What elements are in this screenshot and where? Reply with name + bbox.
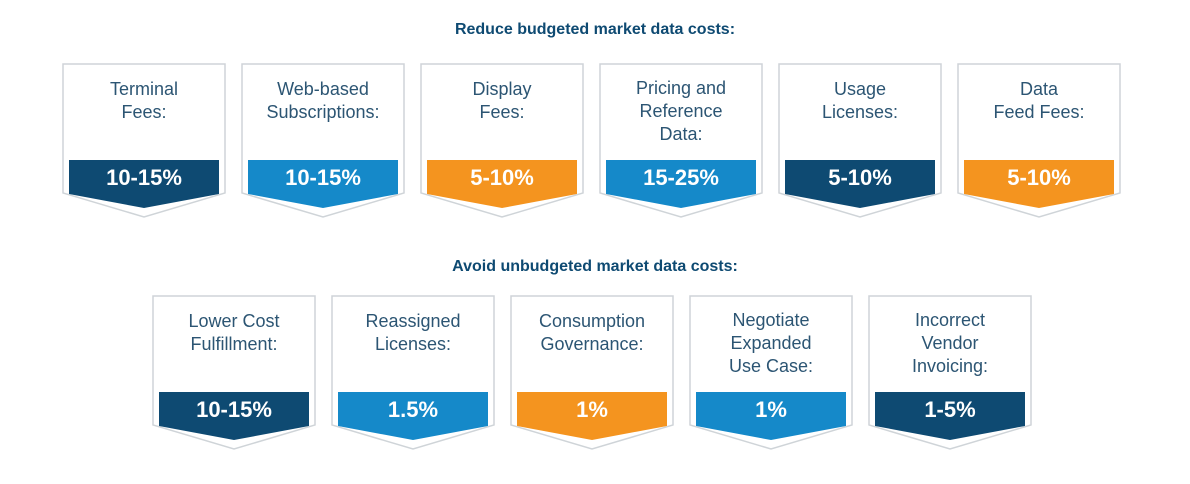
- cost-category-label: Data Feed Fees:: [957, 78, 1121, 124]
- savings-percent-value: 1%: [755, 397, 787, 422]
- label-line: Fees:: [479, 102, 525, 122]
- card-shape: [331, 295, 495, 450]
- cost-card: Negotiate Expanded Use Case: 1%: [689, 295, 853, 451]
- card-shape: [778, 63, 942, 218]
- label-line: Incorrect: [914, 310, 986, 330]
- label-line: Data: [1019, 79, 1059, 99]
- heading-reduce-budgeted: Reduce budgeted market data costs:: [454, 21, 736, 38]
- label-line: Lower Cost: [188, 311, 280, 331]
- label-line: Reference: [639, 101, 723, 121]
- savings-percent-value: 5-10%: [1007, 165, 1071, 190]
- savings-percent-value: 1-5%: [924, 397, 976, 422]
- card-shape: [241, 63, 405, 218]
- label-line: Fulfillment:: [190, 334, 278, 354]
- value-arrow-band: [785, 160, 935, 208]
- cost-card: Consumption Governance: 1%: [510, 295, 674, 451]
- label-line: Reassigned: [365, 311, 461, 331]
- value-arrow-band: [427, 160, 577, 208]
- savings-percent-value: 5-10%: [470, 165, 534, 190]
- label-line: Governance:: [540, 334, 644, 354]
- card-shape: [599, 63, 763, 218]
- card-shape: [152, 295, 316, 450]
- label-line: Expanded: [730, 333, 812, 353]
- card-shape: [510, 295, 674, 450]
- value-arrow-band: [696, 392, 846, 440]
- heading-avoid-unbudgeted: Avoid unbudgeted market data costs:: [452, 258, 738, 275]
- card-shape: [957, 63, 1121, 218]
- label-line: Use Case:: [728, 356, 814, 376]
- cost-category-label: Lower Cost Fulfillment:: [152, 310, 316, 356]
- label-line: Data:: [659, 124, 703, 144]
- cost-card: Pricing and Reference Data: 15-25%: [599, 63, 763, 219]
- label-line: Web-based: [277, 79, 369, 99]
- cost-card: Terminal Fees: 10-15%: [62, 63, 226, 219]
- cost-category-label: Consumption Governance:: [510, 310, 674, 356]
- savings-percent-value: 10-15%: [106, 165, 182, 190]
- label-line: Display: [472, 79, 532, 99]
- value-arrow-band: [248, 160, 398, 208]
- card-shape: [62, 63, 226, 218]
- label-line: Terminal: [109, 79, 179, 99]
- cost-category-label: Web-based Subscriptions:: [241, 78, 405, 124]
- value-arrow-band: [517, 392, 667, 440]
- label-line: Negotiate: [732, 310, 810, 330]
- value-arrow-band: [338, 392, 488, 440]
- label-line: Feed Fees:: [993, 102, 1085, 122]
- cost-card: Reassigned Licenses: 1.5%: [331, 295, 495, 451]
- label-line: Pricing and: [635, 78, 727, 98]
- savings-percent-value: 15-25%: [643, 165, 719, 190]
- cost-category-label: Terminal Fees:: [62, 78, 226, 124]
- label-line: Fees:: [121, 102, 167, 122]
- cost-category-label: Negotiate Expanded Use Case:: [689, 309, 853, 378]
- savings-percent-value: 10-15%: [285, 165, 361, 190]
- value-arrow-band: [159, 392, 309, 440]
- label-line: Consumption: [538, 311, 646, 331]
- label-line: Usage: [833, 79, 887, 99]
- card-shape: [420, 63, 584, 218]
- value-arrow-band: [69, 160, 219, 208]
- savings-percent-value: 1%: [576, 397, 608, 422]
- card-shape: [689, 295, 853, 450]
- cost-card: Usage Licenses: 5-10%: [778, 63, 942, 219]
- label-line: Subscriptions:: [266, 102, 380, 122]
- cost-card: Data Feed Fees: 5-10%: [957, 63, 1121, 219]
- savings-percent-value: 5-10%: [828, 165, 892, 190]
- cost-category-label: Display Fees:: [420, 78, 584, 124]
- value-arrow-band: [875, 392, 1025, 440]
- cost-category-label: Incorrect Vendor Invoicing:: [868, 309, 1032, 378]
- cost-card: Lower Cost Fulfillment: 10-15%: [152, 295, 316, 451]
- cost-category-label: Pricing and Reference Data:: [599, 77, 763, 146]
- label-line: Licenses:: [821, 102, 899, 122]
- label-line: Licenses:: [374, 334, 452, 354]
- cost-card: Incorrect Vendor Invoicing: 1-5%: [868, 295, 1032, 451]
- savings-percent-value: 1.5%: [387, 397, 439, 422]
- cost-card: Display Fees: 5-10%: [420, 63, 584, 219]
- value-arrow-band: [606, 160, 756, 208]
- cost-category-label: Usage Licenses:: [778, 78, 942, 124]
- card-shape: [868, 295, 1032, 450]
- savings-percent-value: 10-15%: [196, 397, 272, 422]
- value-arrow-band: [964, 160, 1114, 208]
- cost-category-label: Reassigned Licenses:: [331, 310, 495, 356]
- cost-card: Web-based Subscriptions: 10-15%: [241, 63, 405, 219]
- label-line: Invoicing:: [911, 356, 989, 376]
- label-line: Vendor: [921, 333, 979, 353]
